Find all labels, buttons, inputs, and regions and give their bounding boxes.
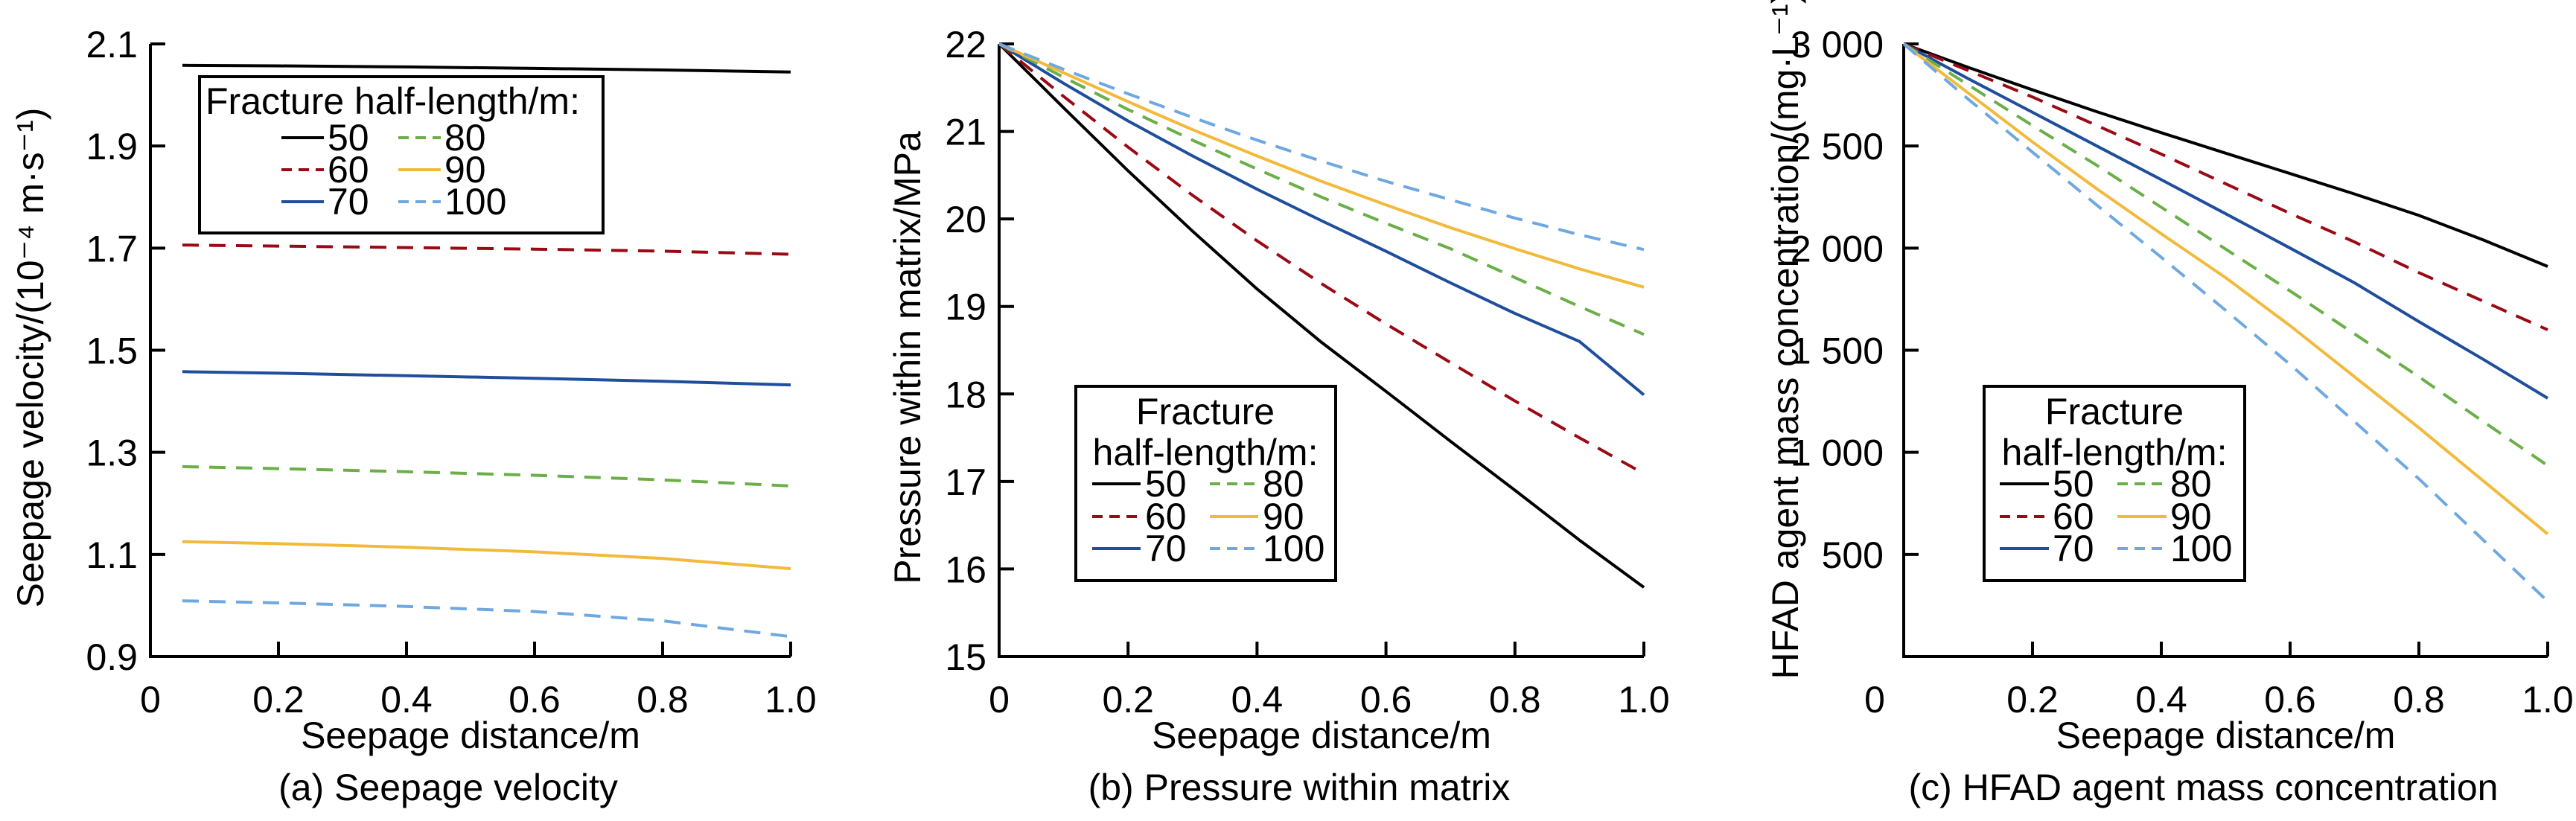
series-line-60 — [1903, 42, 2548, 331]
series-line-100 — [1902, 42, 2549, 603]
series-line-100 — [998, 42, 1645, 252]
series-line-90 — [998, 42, 1645, 289]
y-tick-label: 15 — [945, 636, 986, 678]
x-tick-label: 1.0 — [1618, 679, 1670, 721]
x-axis-title: Seepage distance/m — [1152, 715, 1491, 756]
x-axis-title: Seepage distance/m — [301, 715, 640, 756]
y-tick-label: 500 — [1822, 534, 1884, 576]
x-tick-label: 0.4 — [380, 679, 433, 721]
legend-label-100: 100 — [1263, 528, 1324, 569]
legend-label-70: 70 — [328, 181, 369, 223]
y-tick-label: 2 000 — [1791, 228, 1884, 269]
y-tick-label: 2 500 — [1791, 126, 1884, 167]
series-line-90 — [1902, 42, 2549, 535]
legend-label-60: 60 — [328, 149, 369, 191]
series-line-90 — [182, 540, 791, 570]
legend-box — [198, 75, 605, 234]
y-tick-label: 20 — [945, 199, 986, 240]
y-tick-label: 1.9 — [86, 126, 138, 167]
x-tick-label: 1.0 — [2522, 679, 2574, 721]
series-line-70 — [182, 370, 791, 387]
x-tick-label: 0.6 — [508, 679, 561, 721]
x-tick-label: 0.8 — [637, 679, 689, 721]
legend-label-80: 80 — [2170, 463, 2212, 505]
y-tick-label: 1 500 — [1791, 330, 1884, 372]
legend-title: Fracture half-length/m: — [205, 80, 580, 122]
x-axis-title: Seepage distance/m — [2056, 715, 2396, 756]
x-tick-label: 0.4 — [2135, 679, 2187, 721]
legend-label-50: 50 — [2053, 463, 2094, 505]
y-tick-label: 2.1 — [86, 24, 138, 66]
x-tick-label: 0 — [140, 679, 161, 721]
legend-label-90: 90 — [1263, 496, 1304, 537]
y-tick-label: 21 — [945, 112, 986, 153]
legend-label-50: 50 — [1145, 463, 1187, 505]
legend-label-50: 50 — [328, 117, 369, 159]
x-tick-label: 0.8 — [2393, 679, 2445, 721]
y-axis-title: Pressure within matrix/MPa — [887, 131, 928, 584]
legend-label-60: 60 — [2053, 496, 2094, 537]
panel-caption: (c) HFAD agent mass concentration — [1909, 767, 2499, 808]
legend-label-70: 70 — [2053, 528, 2094, 569]
series-line-80 — [1902, 42, 2549, 467]
y-tick-label: 1 000 — [1791, 432, 1884, 474]
legend-label-80: 80 — [1263, 463, 1304, 505]
x-tick-label: 1.0 — [765, 679, 817, 721]
y-tick-label: 18 — [945, 374, 986, 415]
x-tick-label: 0 — [1864, 679, 1885, 721]
series-line-100 — [182, 599, 791, 639]
series-line-60 — [998, 42, 1645, 476]
y-tick-label: 1.1 — [86, 534, 138, 576]
y-tick-label: 3 000 — [1791, 24, 1884, 66]
panel-caption: (b) Pressure within matrix — [1088, 767, 1511, 808]
series-line-80 — [998, 42, 1645, 336]
legend-title: half-length/m: — [2002, 432, 2228, 473]
panel-caption: (a) Seepage velocity — [278, 767, 618, 808]
x-tick-label: 0.6 — [1360, 679, 1412, 721]
legend-label-70: 70 — [1145, 528, 1187, 569]
legend-label-60: 60 — [1145, 496, 1187, 537]
y-tick-label: 0.9 — [86, 636, 138, 678]
panel-a-seepage-velocity: 0 0.2 0.4 0.6 0.8 1.0 0.9 1.1 1.3 1.5 1.7 1.9 2.1 See… — [10, 24, 817, 808]
y-tick-label: 1.5 — [86, 330, 138, 372]
legend-label-80: 80 — [444, 117, 486, 159]
series-line-70 — [998, 42, 1645, 397]
y-tick-label: 16 — [945, 549, 986, 590]
legend-title: Fracture — [1136, 391, 1275, 432]
x-tick-label: 0.6 — [2264, 679, 2316, 721]
y-axis-title: HFAD agent mass concentration/(mg·L⁻¹) — [1764, 0, 1806, 679]
legend-label-90: 90 — [444, 149, 486, 191]
x-tick-label: 0.2 — [2006, 679, 2059, 721]
series-line-70 — [1903, 42, 2549, 400]
legend-label-100: 100 — [2170, 528, 2232, 569]
y-tick-label: 17 — [945, 461, 986, 503]
series-line-50 — [1903, 42, 2548, 268]
y-axis-title: Seepage velocity/(10⁻⁴ m·s⁻¹) — [10, 108, 51, 608]
y-tick-label: 22 — [945, 24, 986, 66]
legend-title: Fracture — [2045, 391, 2184, 432]
x-tick-label: 0.8 — [1489, 679, 1541, 721]
series-line-50 — [998, 42, 1645, 589]
x-tick-label: 0 — [989, 679, 1010, 721]
x-tick-label: 0.2 — [1102, 679, 1154, 721]
panel-b-pressure-within-matrix: 0 0.2 0.4 0.6 0.8 1.0 15 16 17 18 19 20 21 22 Seepage … — [887, 24, 1670, 808]
series-line-50 — [182, 63, 791, 74]
y-tick-label: 19 — [945, 287, 986, 328]
legend-title: half-length/m: — [1093, 432, 1319, 473]
x-tick-label: 0.2 — [252, 679, 305, 721]
x-tick-label: 0.4 — [1231, 679, 1284, 721]
y-tick-label: 1.7 — [86, 228, 138, 269]
legend-label-100: 100 — [444, 181, 506, 223]
legend-label-90: 90 — [2170, 496, 2212, 537]
panel-c-hfad-concentration: 0 0.2 0.4 0.6 0.8 1.0 500 1 000 1 500 2 000 2 500 3… — [1764, 0, 2574, 808]
series-line-60 — [182, 243, 791, 256]
series-line-80 — [182, 464, 791, 488]
y-tick-label: 1.3 — [86, 432, 138, 474]
